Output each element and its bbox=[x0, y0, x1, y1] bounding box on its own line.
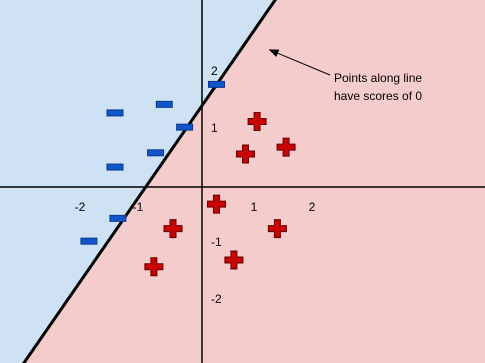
plus-marker bbox=[224, 250, 244, 270]
minus-marker bbox=[80, 237, 98, 245]
x-tick-label: -2 bbox=[75, 200, 86, 214]
plus-marker bbox=[144, 257, 164, 277]
y-tick-label: -1 bbox=[211, 235, 222, 249]
negative-region bbox=[0, 0, 276, 363]
minus-marker bbox=[208, 80, 225, 88]
minus-marker bbox=[109, 214, 127, 222]
plus-marker bbox=[247, 111, 267, 131]
x-tick-label: 1 bbox=[251, 200, 258, 214]
tick-labels: -2 -1 1 2 2 1 -1 -2 bbox=[75, 64, 316, 306]
data-points bbox=[80, 80, 296, 277]
annotation-arrow bbox=[268, 49, 331, 76]
minus-marker bbox=[147, 149, 165, 157]
x-tick-label: -1 bbox=[133, 200, 144, 214]
annotation-line-1: Points along line bbox=[334, 71, 422, 85]
decision-boundary-line bbox=[22, 0, 277, 363]
y-tick-label: 2 bbox=[211, 64, 218, 78]
plus-marker bbox=[236, 144, 255, 164]
minus-marker bbox=[155, 100, 173, 108]
minus-marker bbox=[106, 109, 124, 117]
plus-marker bbox=[267, 219, 287, 239]
y-tick-label: -2 bbox=[211, 292, 222, 306]
plus-marker bbox=[163, 219, 183, 239]
x-tick-label: 2 bbox=[309, 200, 316, 214]
y-tick-label: 1 bbox=[211, 121, 218, 135]
minus-marker bbox=[106, 163, 124, 171]
positive-region bbox=[23, 0, 485, 363]
annotation-line-2: have scores of 0 bbox=[334, 89, 422, 103]
minus-marker bbox=[176, 123, 194, 131]
plus-marker bbox=[276, 137, 296, 157]
plus-marker bbox=[207, 194, 226, 214]
